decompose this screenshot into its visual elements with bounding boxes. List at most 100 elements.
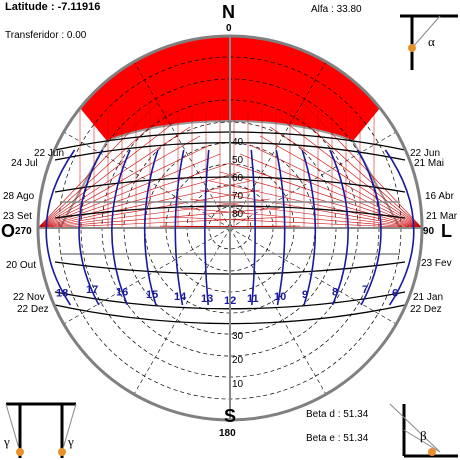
beta-e-label: Beta e : (306, 433, 341, 444)
latitude-readout: Latitude : -7.11916 (5, 1, 100, 13)
beta-e-value: 51.34 (343, 433, 369, 444)
altitude-label: 40 (232, 137, 244, 148)
alpha-symbol: α (428, 34, 435, 49)
hour-line (78, 149, 104, 306)
month-label-right: 21 Mar (426, 211, 458, 222)
mask-radial-line (179, 207, 423, 229)
hour-line (329, 149, 349, 306)
alfa-icon-dot (408, 44, 416, 52)
beta-icon-dot (428, 448, 436, 456)
month-label-left: 20 Out (6, 260, 37, 271)
beta-icon-ray (389, 403, 441, 453)
altitude-label: 30 (232, 331, 244, 342)
latitude-value: -7.11916 (57, 1, 101, 13)
month-label-left: 22 Jun (34, 148, 65, 159)
east-degree: 90 (423, 226, 435, 237)
beta-symbol: β (420, 428, 427, 443)
gamma-icon-dot (16, 448, 24, 456)
beta-d-value: 51.34 (343, 409, 369, 420)
altitude-label: 10 (232, 379, 244, 390)
hour-line (275, 149, 286, 306)
mask-radial-line (289, 108, 423, 229)
hour-line (143, 149, 159, 306)
hour-line (204, 149, 210, 306)
hour-label: 13 (201, 293, 213, 305)
latitude-label: Latitude : (5, 1, 55, 13)
mask-radial-line (37, 207, 281, 229)
hour-label: 10 (274, 291, 286, 303)
altitude-label: 50 (232, 155, 244, 166)
hour-label: 11 (247, 293, 259, 305)
azimuth-line (229, 61, 327, 229)
gamma-symbol: γ (67, 434, 74, 449)
west-degree: 270 (15, 226, 32, 237)
gamma-icon-ray (5, 403, 21, 453)
mask-radial-line (209, 180, 423, 229)
mask-radial-line (37, 108, 171, 229)
horizon-circle (36, 34, 424, 422)
mask-radial-line (169, 216, 423, 229)
month-label-left: 28 Ago (3, 191, 35, 202)
mask-radial-line (37, 126, 191, 229)
hour-line (45, 149, 76, 306)
azimuth-line (133, 227, 231, 395)
beta-d-label: Beta d : (306, 409, 341, 420)
azimuth-line (63, 131, 231, 229)
transferidor-readout: Transferidor : 0.00 (5, 30, 86, 41)
hour-line (356, 149, 382, 306)
altitude-label: 60 (232, 173, 244, 184)
hour-label: 9 (302, 289, 308, 301)
south-degree: 180 (219, 428, 236, 439)
month-label-right: 22 Dez (410, 304, 442, 315)
alfa-readout: Alfa : 33.80 (311, 4, 362, 15)
mask-radial-line (37, 117, 181, 229)
month-label-left: 22 Nov (13, 292, 45, 303)
hour-label: 16 (116, 286, 128, 298)
hour-label: 18 (56, 288, 68, 300)
azimuth-line (63, 227, 231, 325)
west-label: O (1, 221, 16, 241)
month-label-left: 24 Jul (11, 158, 38, 169)
hour-line (384, 149, 415, 306)
north-label: N (222, 2, 235, 22)
hour-label: 14 (174, 291, 187, 303)
mask-radial-line (37, 180, 251, 229)
altitude-label: 70 (232, 191, 244, 202)
month-label-right: 22 Jun (410, 148, 441, 159)
month-label-right: 23 Fev (421, 258, 452, 269)
gamma-icon-ray (61, 403, 77, 453)
month-label-right: 21 Mai (414, 158, 445, 169)
gamma-icon-dot (58, 448, 66, 456)
hour-label: 6 (392, 288, 398, 300)
beta-e-readout: Beta e : 51.34 (306, 433, 368, 444)
mask-radial-line (279, 117, 423, 229)
transferidor-label: Transferidor : (5, 30, 65, 41)
mask-radial-line (37, 198, 271, 229)
mask-radial-line (299, 99, 423, 229)
alfa-value: 33.80 (336, 4, 362, 15)
month-label-right: 21 Jan (413, 292, 444, 303)
mask-radial-line (37, 162, 231, 229)
south-label: S (224, 406, 237, 426)
hour-line (111, 149, 131, 306)
alfa-icon-ray (411, 15, 441, 49)
azimuth-line (229, 227, 327, 395)
azimuth-line (133, 61, 231, 229)
hour-label: 17 (86, 284, 98, 296)
hour-label: 15 (146, 289, 158, 301)
month-label-left: 23 Set (3, 211, 32, 222)
hour-label: 8 (332, 286, 338, 298)
hour-line (250, 149, 256, 306)
transferidor-value: 0.00 (66, 30, 87, 41)
altitude-label: 80 (232, 209, 244, 220)
gamma-symbol: γ (3, 434, 10, 449)
month-label-right: 16 Abr (425, 191, 454, 202)
azimuth-line (229, 227, 397, 325)
alfa-label: Alfa : (311, 4, 334, 15)
beta-d-readout: Beta d : 51.34 (306, 409, 368, 420)
mask-radial-line (189, 198, 423, 229)
altitude-label: 20 (232, 355, 244, 366)
mask-radial-line (37, 99, 161, 229)
hour-line (174, 149, 185, 306)
